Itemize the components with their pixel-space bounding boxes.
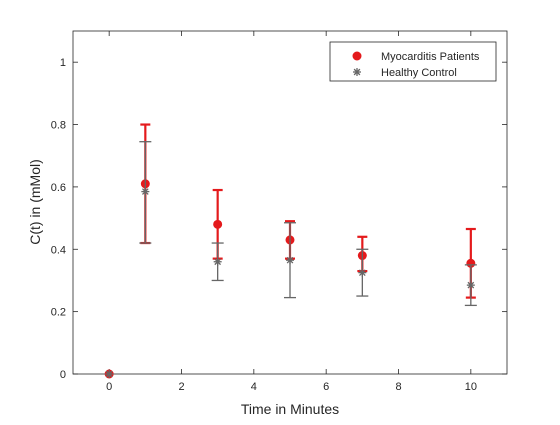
plot-area <box>72 30 508 375</box>
x-axis-label: Time in Minutes <box>241 401 339 417</box>
data-point <box>286 256 294 265</box>
data-point-stroke <box>105 370 113 378</box>
data-point <box>358 268 367 277</box>
y-tick-label: 0.8 <box>51 120 66 132</box>
data-point <box>213 257 222 266</box>
legend-marker-myocarditis <box>352 51 362 61</box>
y-axis-label: C(t) in (mMol) <box>27 159 43 245</box>
legend-box <box>329 41 497 82</box>
legend: Myocarditis Patients Healthy Control <box>329 41 497 82</box>
legend-marker-symbol-stroke <box>353 68 361 76</box>
legend-label-healthy: Healthy Control <box>381 67 457 79</box>
axes: 0 2 4 6 8 10 0 0.2 0.4 0.6 0.8 1 <box>51 31 507 393</box>
y-tick-label: 0.2 <box>51 307 66 319</box>
y-tick-label: 1 <box>60 57 66 69</box>
y-tick-label: 0.4 <box>51 244 66 256</box>
data-point <box>141 187 150 196</box>
legend-marker-symbol <box>352 51 362 61</box>
x-tick-label: 6 <box>323 381 329 393</box>
series-1 <box>105 141 477 378</box>
x-tick-label: 8 <box>395 381 401 393</box>
data-point-stroke <box>467 281 475 289</box>
x-tick-label: 0 <box>106 381 112 393</box>
data-point-stroke <box>358 269 366 276</box>
series-layer <box>104 123 477 379</box>
y-tick-label: 0.6 <box>51 182 66 194</box>
data-point-stroke <box>214 258 222 266</box>
data-point-stroke <box>286 256 294 264</box>
data-point-stroke <box>141 188 149 195</box>
legend-marker-healthy <box>353 68 361 76</box>
legend-label-myocarditis: Myocarditis Patients <box>381 51 480 63</box>
x-tick-label: 2 <box>178 381 184 393</box>
y-tick-label: 0 <box>60 369 66 381</box>
x-tick-label: 10 <box>465 381 477 393</box>
x-tick-label: 4 <box>251 381 257 393</box>
data-point <box>466 281 475 290</box>
data-point <box>105 370 114 378</box>
legend-marker-symbol <box>353 68 361 76</box>
data-point <box>213 219 223 229</box>
